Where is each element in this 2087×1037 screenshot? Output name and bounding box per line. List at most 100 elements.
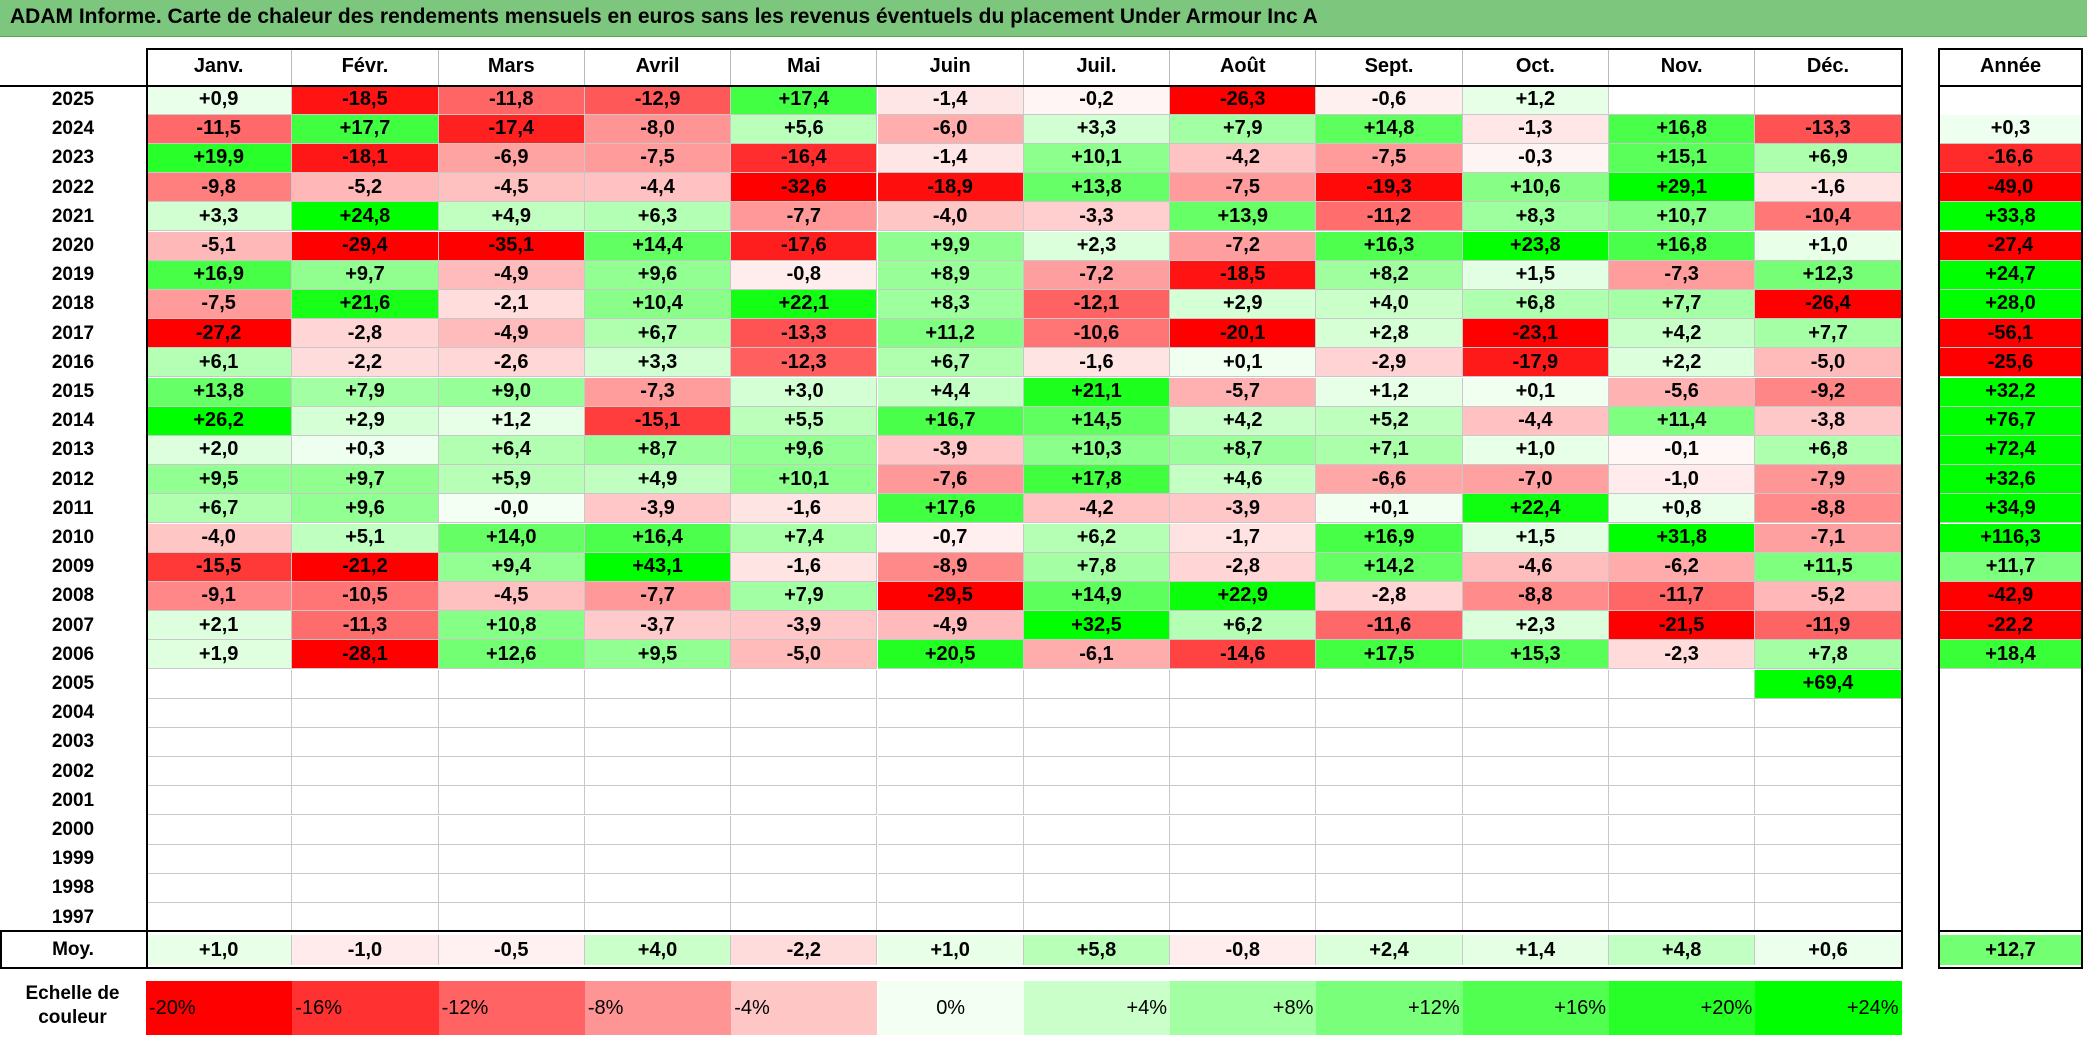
heatmap-cell: +16,9 xyxy=(146,260,293,290)
heatmap-cell: -1,4 xyxy=(877,85,1024,115)
average-cell: -0,8 xyxy=(1170,935,1317,965)
heatmap-cell xyxy=(1755,757,1902,787)
heatmap-cell xyxy=(1023,815,1171,845)
heatmap-cell: +7,7 xyxy=(1609,289,1756,320)
annual-cell: -16,6 xyxy=(1938,143,2083,174)
heatmap-cell xyxy=(292,903,439,933)
heatmap-cell xyxy=(438,873,585,904)
annual-cell: -22,2 xyxy=(1938,611,2083,641)
heatmap-cell: +8,3 xyxy=(1462,202,1609,232)
heatmap-cell: -11,6 xyxy=(1316,611,1463,641)
heatmap-cell xyxy=(731,669,878,699)
heatmap-cell xyxy=(292,815,439,845)
heatmap-cell: -2,9 xyxy=(1316,348,1463,378)
average-cell: +1,0 xyxy=(146,935,293,965)
heatmap-cell: -3,8 xyxy=(1755,406,1902,436)
heatmap-cell: -9,2 xyxy=(1755,377,1902,407)
heatmap-cell xyxy=(1170,873,1317,904)
heatmap-cell: -3,7 xyxy=(584,611,732,641)
heatmap-cell xyxy=(584,903,732,933)
heatmap-cell: -28,1 xyxy=(292,640,439,670)
heatmap-cell xyxy=(731,844,878,874)
heatmap-cell xyxy=(146,844,293,874)
heatmap-cell: +7,9 xyxy=(292,377,439,407)
heatmap-cell: +5,5 xyxy=(731,406,878,436)
heatmap-cell: +26,2 xyxy=(146,406,293,436)
heatmap-cell: +6,8 xyxy=(1462,289,1609,320)
heatmap-cell: +6,7 xyxy=(584,319,732,349)
heatmap-cell: +6,2 xyxy=(1170,611,1317,641)
heatmap-cell: +22,1 xyxy=(731,289,878,320)
heatmap-cell: +4,9 xyxy=(438,202,585,232)
heatmap-cell xyxy=(877,903,1024,933)
heatmap-cell: +31,8 xyxy=(1609,523,1756,553)
heatmap-cell xyxy=(584,727,732,758)
heatmap-cell: -18,5 xyxy=(1170,260,1317,290)
heatmap-cell: +22,4 xyxy=(1462,494,1609,524)
heatmap-cell: +23,8 xyxy=(1462,231,1609,261)
heatmap-cell: -4,0 xyxy=(146,523,293,553)
heatmap-cell: +9,4 xyxy=(438,552,585,582)
heatmap-cell: +19,9 xyxy=(146,143,293,174)
heatmap-cell: +4,6 xyxy=(1170,465,1317,495)
year-label: 2018 xyxy=(51,293,95,315)
heatmap-cell: -16,4 xyxy=(731,143,878,174)
heatmap-cell xyxy=(1755,903,1902,933)
heatmap-cell: +14,8 xyxy=(1316,114,1463,144)
heatmap-cell xyxy=(292,844,439,874)
heatmap-cell xyxy=(877,873,1024,904)
heatmap-cell: +6,1 xyxy=(146,348,293,378)
color-scale-swatch: +24% xyxy=(1755,981,1902,1035)
annual-cell: -49,0 xyxy=(1938,173,2083,203)
heatmap-cell: -11,9 xyxy=(1755,611,1902,641)
heatmap-cell: +9,5 xyxy=(146,465,293,495)
year-label: 2003 xyxy=(51,731,95,753)
heatmap-cell: -8,8 xyxy=(1462,581,1609,612)
heatmap-cell xyxy=(877,669,1024,699)
heatmap-cell: +0,1 xyxy=(1316,494,1463,524)
heatmap-cell: -7,0 xyxy=(1462,465,1609,495)
heatmap-cell xyxy=(1023,786,1171,816)
heatmap-cell: +16,7 xyxy=(877,406,1024,436)
heatmap-cell: -7,7 xyxy=(731,202,878,232)
heatmap-cell: -9,8 xyxy=(146,173,293,203)
average-cell: +4,8 xyxy=(1609,935,1756,965)
year-label: 2020 xyxy=(51,235,95,257)
heatmap-cell: +7,8 xyxy=(1755,640,1902,670)
average-label: Moy. xyxy=(52,939,94,960)
heatmap-cell: -1,6 xyxy=(731,494,878,524)
heatmap-cell: -3,9 xyxy=(584,494,732,524)
heatmap-cell: +10,6 xyxy=(1462,173,1609,203)
color-scale-swatch: +16% xyxy=(1462,981,1609,1035)
heatmap-cell xyxy=(1755,85,1902,115)
year-label: 2007 xyxy=(51,614,95,636)
heatmap-cell: +24,8 xyxy=(292,202,439,232)
heatmap-cell: +5,9 xyxy=(438,465,585,495)
heatmap-cell: -5,0 xyxy=(731,640,878,670)
heatmap-cell: +1,2 xyxy=(1462,85,1609,115)
heatmap-cell xyxy=(1462,727,1609,758)
heatmap-cell: +14,5 xyxy=(1023,406,1171,436)
color-scale-swatch: -8% xyxy=(584,981,732,1035)
month-header: Avril xyxy=(584,48,732,85)
average-cell: +0,6 xyxy=(1755,935,1902,965)
annual-cell xyxy=(1938,844,2083,874)
heatmap-cell: -20,1 xyxy=(1170,319,1317,349)
heatmap-cell xyxy=(1755,873,1902,904)
heatmap-cell: +5,6 xyxy=(731,114,878,144)
heatmap-cell: -5,7 xyxy=(1170,377,1317,407)
heatmap-cell: -2,6 xyxy=(438,348,585,378)
heatmap-cell: +32,5 xyxy=(1023,611,1171,641)
heatmap-cell: -5,0 xyxy=(1755,348,1902,378)
heatmap-cell xyxy=(146,786,293,816)
heatmap-cell: -4,4 xyxy=(1462,406,1609,436)
average-cell: +2,4 xyxy=(1316,935,1463,965)
average-top-line xyxy=(0,930,1903,932)
heatmap-cell: -2,2 xyxy=(292,348,439,378)
heatmap-cell: +7,7 xyxy=(1755,319,1902,349)
heatmap-cell xyxy=(1755,727,1902,758)
heatmap-cell: -11,7 xyxy=(1609,581,1756,612)
heatmap-cell: -3,3 xyxy=(1023,202,1171,232)
color-scale-swatch: 0% xyxy=(877,981,1024,1035)
year-label: 2010 xyxy=(51,527,95,549)
